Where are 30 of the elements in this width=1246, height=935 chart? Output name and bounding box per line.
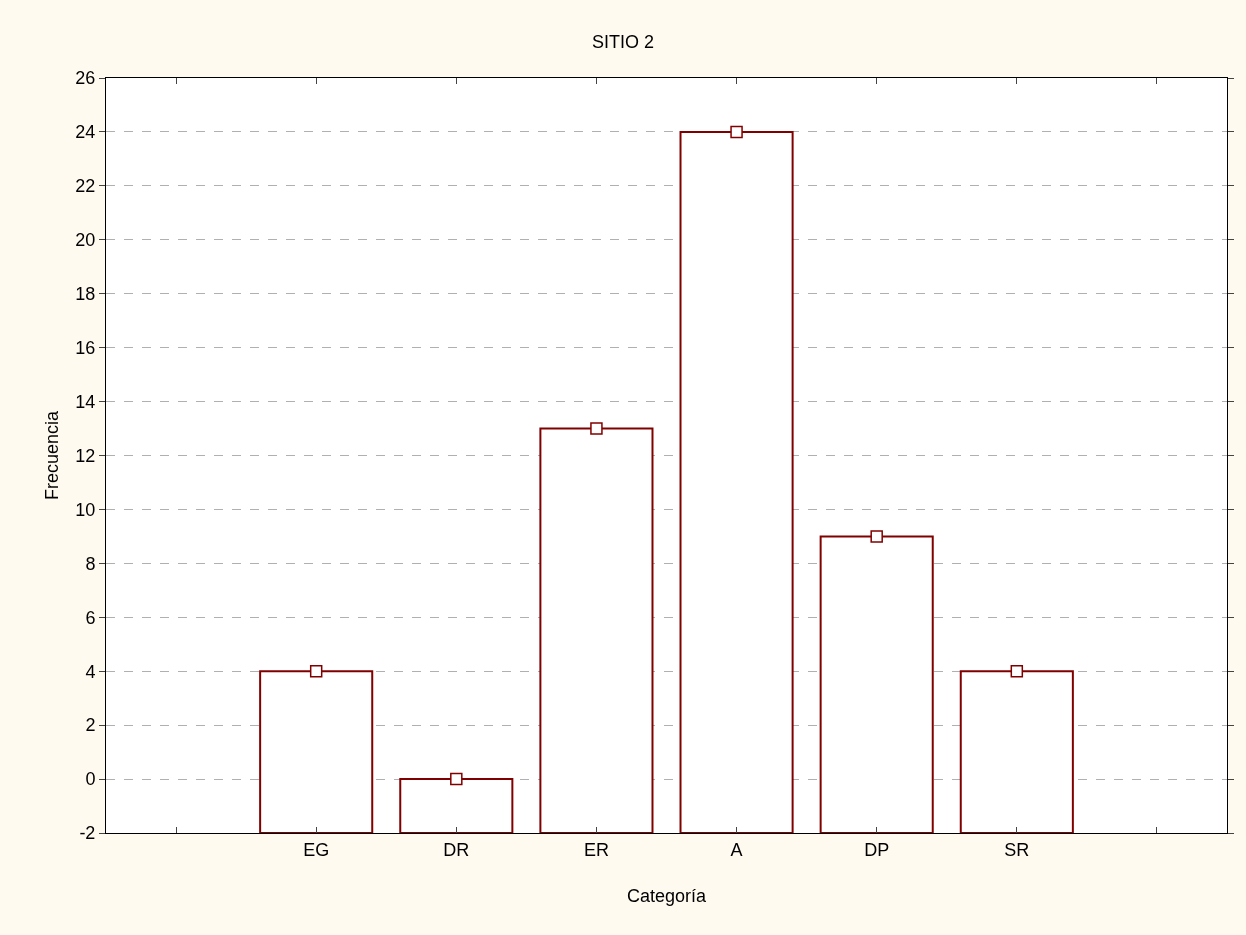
y-tick-label: 10	[75, 499, 96, 520]
x-tick-label: SR	[1004, 839, 1030, 860]
y-tick-label: 12	[75, 445, 96, 466]
y-tick-label: 14	[75, 391, 96, 412]
point	[870, 530, 883, 543]
y-tick-label: 2	[85, 715, 96, 736]
point	[450, 772, 463, 786]
y-tick-label: 24	[75, 122, 96, 143]
y-tick-label: 4	[85, 661, 96, 682]
y-tick-label: 20	[75, 230, 96, 251]
x-tick-label: ER	[583, 839, 609, 860]
x-tick-label: A	[730, 839, 743, 860]
point	[1010, 664, 1024, 678]
y-tick-label: 6	[85, 607, 96, 628]
point	[730, 125, 743, 139]
y-tick-label: 16	[75, 337, 96, 358]
point	[309, 664, 323, 678]
y-tick-label: 22	[75, 176, 96, 197]
chart-title: SITIO 2	[591, 32, 655, 53]
y-tick-label: -2	[79, 823, 96, 844]
x-tick-label: DP	[864, 839, 890, 860]
x-tick-label: EG	[303, 839, 330, 860]
x-tick-label: DR	[443, 839, 470, 860]
y-axis-title: Frecuencia	[41, 409, 62, 501]
y-tick-label: 8	[85, 553, 96, 574]
y-tick-label: 0	[85, 769, 96, 790]
y-tick-label: 26	[75, 68, 96, 89]
x-axis-title: Categoría	[626, 885, 708, 906]
y-tick-label: 18	[75, 284, 96, 305]
point	[590, 422, 603, 435]
